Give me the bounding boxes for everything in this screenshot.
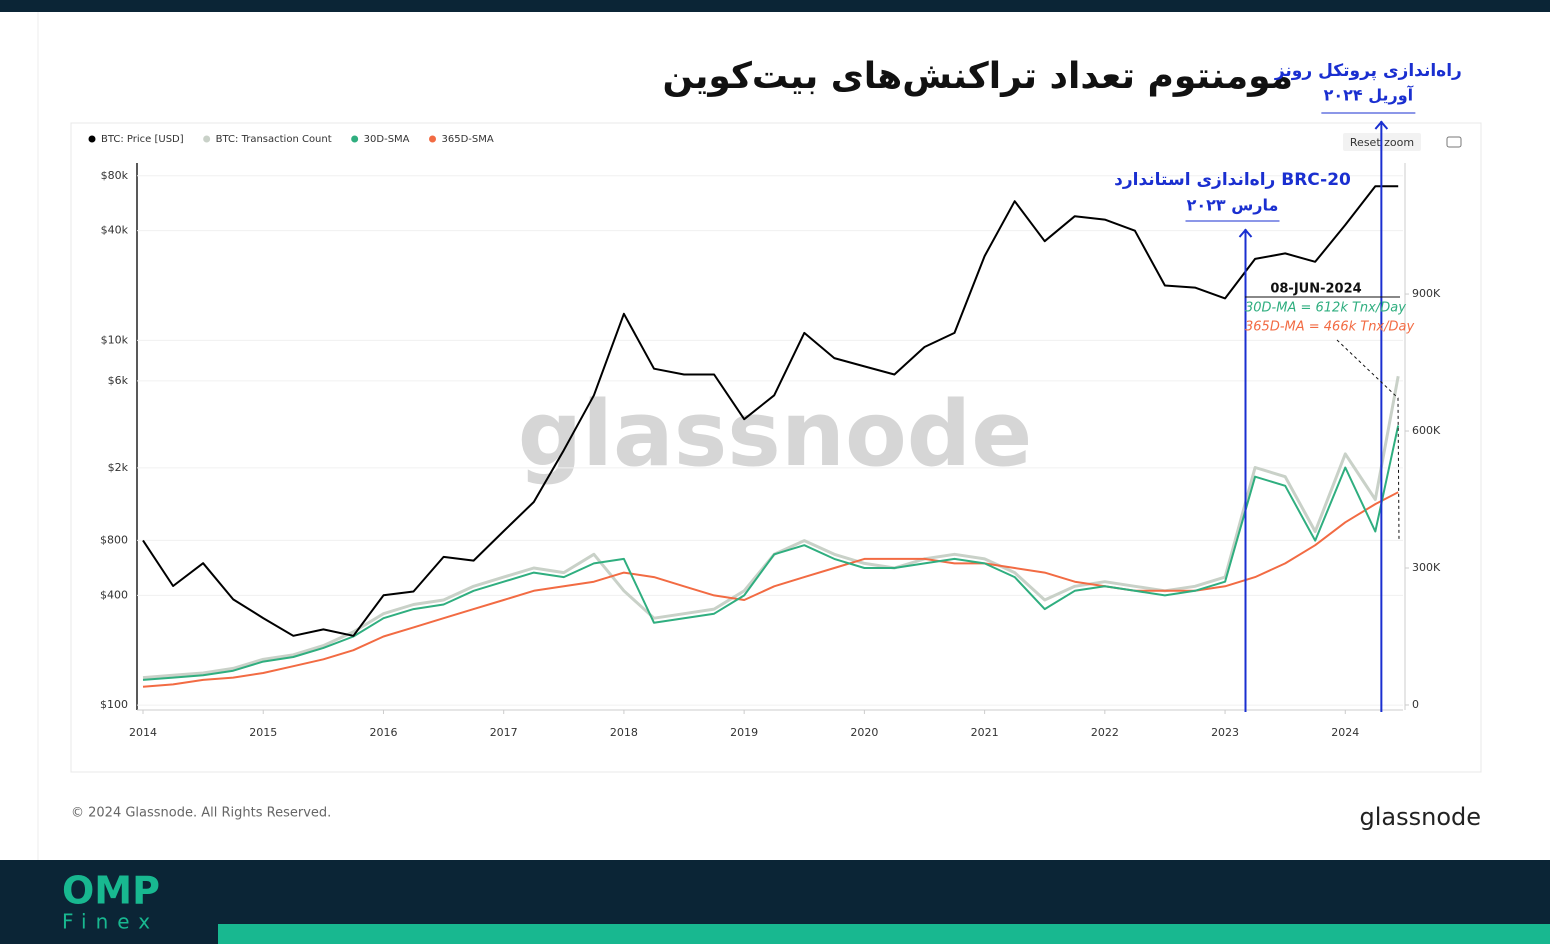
x-tick-label: 2022 [1091, 726, 1119, 739]
camera-icon[interactable] [1446, 136, 1462, 148]
event-label: مارس ۲۰۲۳ [1187, 196, 1279, 215]
copyright: © 2024 Glassnode. All Rights Reserved. [71, 806, 331, 821]
brand-name: OMP [62, 869, 160, 913]
plot: $100 $400 $800 $2k $6k $10k $40k $80k 0 300K 600K 9… [88, 61, 1462, 739]
event-label: راه‌اندازی استاندارد BRC-20 [1114, 170, 1351, 190]
legend-label: 365D-SMA [442, 134, 494, 145]
event-arrow [1374, 120, 1389, 130]
callout-label: 365D-MA = 466k Tnx/Day [1245, 320, 1414, 335]
x-tick-label: 2020 [850, 726, 878, 739]
legend-label: BTC: Price [USD] [101, 134, 184, 145]
x-tick-label: 2015 [249, 726, 277, 739]
footer-strip [218, 924, 1550, 944]
y-tick-label: $800 [100, 533, 128, 546]
y-tick-label: $80k [101, 169, 129, 182]
legend-label: BTC: Transaction Count [216, 134, 332, 145]
x-tick-label: 2023 [1211, 726, 1239, 739]
x-tick-label: 2018 [610, 726, 638, 739]
y2-tick-label: 600K [1412, 424, 1441, 437]
legend-dot [88, 135, 96, 143]
brand-sub: Finex [62, 910, 159, 934]
callout-label: 30D-MA = 612k Tnx/Day [1245, 301, 1406, 316]
chart-title: مومنتوم تعداد تراکنش‌های بیت‌کوین [662, 56, 1293, 97]
x-tick-label: 2017 [490, 726, 518, 739]
watermark: glassnode [518, 382, 1033, 487]
legend-dot [429, 135, 437, 143]
x-tick-label: 2021 [971, 726, 999, 739]
y-tick-label: $2k [108, 461, 129, 474]
y-tick-label: $10k [101, 333, 129, 346]
event-label: راه‌اندازی پروتکل رونز [1274, 61, 1462, 81]
series-line [142, 185, 1399, 637]
callout-pointer [1336, 339, 1400, 541]
legend-label: 30D-SMA [364, 134, 410, 145]
event-label: آوریل ۲۰۲۴ [1324, 85, 1414, 105]
y-tick-label: $6k [108, 374, 129, 387]
legend-dot [203, 135, 211, 143]
x-tick-label: 2019 [730, 726, 758, 739]
event-arrow [1238, 228, 1253, 238]
x-tick-label: 2014 [129, 726, 157, 739]
y-tick-label: $400 [100, 588, 128, 601]
y2-tick-label: 0 [1412, 698, 1419, 711]
top-bar [0, 0, 1550, 12]
x-tick-label: 2024 [1331, 726, 1359, 739]
source-logo: glassnode [1359, 803, 1481, 831]
y2-tick-label: 900K [1412, 287, 1441, 300]
callout-label: 08-JUN-2024 [1270, 282, 1361, 297]
legend-dot [351, 135, 359, 143]
y-tick-label: $40k [101, 224, 129, 237]
y-tick-label: $100 [100, 698, 128, 711]
x-tick-label: 2016 [369, 726, 397, 739]
y2-tick-label: 300K [1412, 561, 1441, 574]
